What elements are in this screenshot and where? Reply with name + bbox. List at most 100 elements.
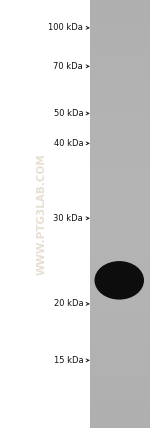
Bar [90, 21, 150, 23]
Bar [90, 331, 150, 333]
Bar [90, 345, 150, 347]
Bar [90, 321, 150, 322]
Bar [90, 357, 150, 358]
Bar [90, 318, 150, 320]
Bar [90, 421, 150, 422]
Bar [90, 397, 150, 398]
Bar [90, 221, 150, 223]
Bar [90, 76, 150, 77]
Bar [90, 10, 150, 12]
Bar [90, 134, 150, 136]
Bar [90, 63, 150, 64]
Bar [90, 101, 150, 103]
Bar [90, 164, 150, 166]
Bar [90, 133, 150, 134]
Bar [90, 213, 150, 214]
Text: 50 kDa: 50 kDa [54, 109, 83, 118]
Bar [90, 24, 150, 26]
Bar [90, 106, 150, 107]
Bar [90, 70, 150, 71]
Bar [90, 250, 150, 251]
Bar [90, 153, 150, 154]
Bar [90, 305, 150, 307]
Bar [90, 355, 150, 357]
Bar [90, 137, 150, 138]
Bar [90, 187, 150, 188]
Bar [90, 117, 150, 119]
Bar [90, 312, 150, 314]
Bar [90, 119, 150, 120]
Bar [90, 279, 150, 281]
Bar [90, 56, 150, 57]
Bar [90, 48, 150, 50]
Bar [90, 120, 150, 121]
Bar [90, 180, 150, 181]
Bar [90, 322, 150, 324]
Bar [90, 298, 150, 300]
Bar [90, 244, 150, 245]
Bar [90, 111, 150, 113]
Bar [90, 270, 150, 271]
Bar [90, 227, 150, 228]
Bar [90, 377, 150, 378]
Bar [90, 360, 150, 361]
Bar [90, 351, 150, 352]
Bar [90, 285, 150, 287]
Bar [90, 188, 150, 190]
Bar [90, 202, 150, 204]
Bar [90, 210, 150, 211]
Bar [90, 251, 150, 253]
Bar [90, 243, 150, 244]
Bar [90, 412, 150, 414]
Bar [90, 33, 150, 34]
Bar [90, 77, 150, 78]
Bar [90, 51, 150, 53]
Bar [90, 200, 150, 201]
Bar [90, 394, 150, 395]
Bar [90, 178, 150, 180]
Bar [90, 274, 150, 275]
Bar [90, 211, 150, 213]
Bar [90, 98, 150, 100]
Bar [90, 334, 150, 335]
Bar [90, 104, 150, 106]
Bar [90, 374, 150, 375]
Bar [90, 264, 150, 265]
Bar [90, 160, 150, 161]
Bar [90, 369, 150, 371]
Bar [90, 418, 150, 419]
Bar [90, 342, 150, 344]
Bar [90, 30, 150, 31]
Bar [90, 382, 150, 384]
Bar [90, 260, 150, 261]
Bar [90, 265, 150, 267]
Bar [90, 43, 150, 44]
Bar [90, 47, 150, 48]
Bar [90, 301, 150, 303]
Bar [90, 9, 150, 10]
Bar [90, 425, 150, 427]
Bar [90, 116, 150, 117]
Bar [90, 253, 150, 254]
Bar [90, 254, 150, 256]
Bar [90, 262, 150, 264]
Bar [90, 226, 150, 227]
Bar [90, 386, 150, 388]
Bar [90, 232, 150, 234]
Bar [90, 4, 150, 6]
Bar [90, 177, 150, 178]
Bar [90, 131, 150, 133]
Bar [90, 191, 150, 193]
Bar [90, 97, 150, 98]
Bar [90, 348, 150, 350]
Bar [90, 174, 150, 175]
Bar [90, 100, 150, 101]
Bar [90, 83, 150, 84]
Bar [90, 53, 150, 54]
Bar [90, 87, 150, 89]
Bar [90, 86, 150, 87]
Bar [90, 65, 150, 67]
Bar [90, 214, 150, 215]
Bar [90, 341, 150, 342]
Bar [90, 238, 150, 240]
